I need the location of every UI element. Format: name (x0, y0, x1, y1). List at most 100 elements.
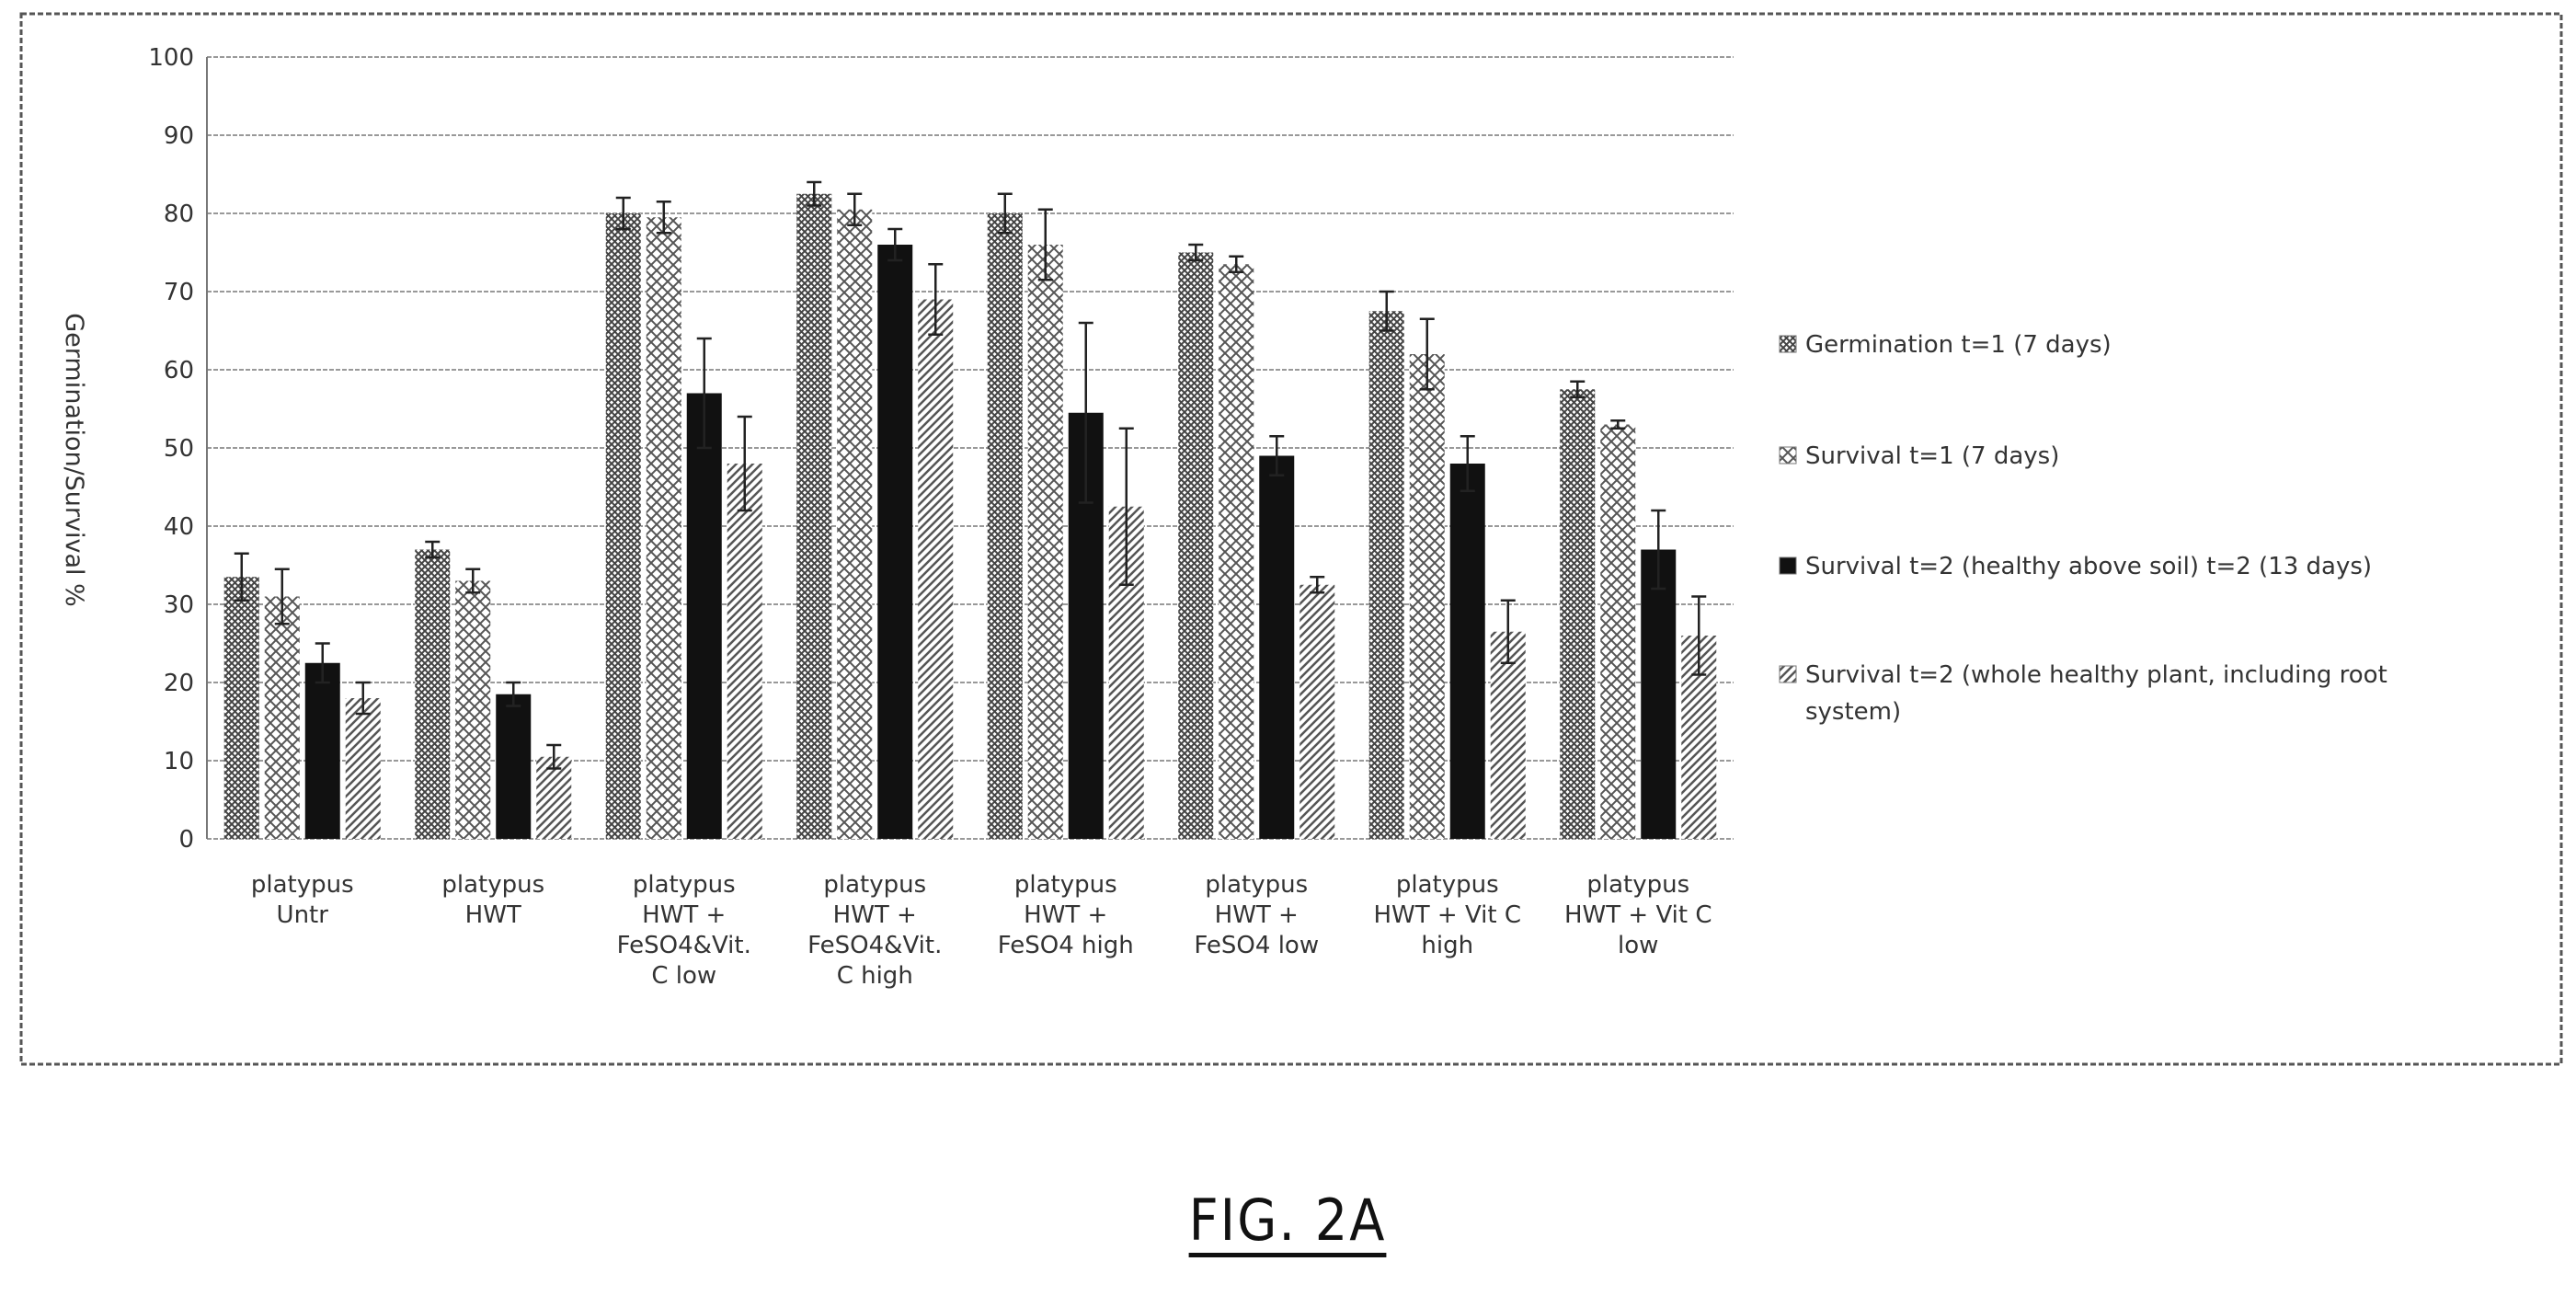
error-bars (234, 180, 1707, 770)
bar (415, 549, 451, 839)
category-label: platypus HWT + FeSO4 high (998, 871, 1134, 959)
category-label: platypus HWT (441, 871, 544, 929)
error-bar (1379, 290, 1394, 332)
error-bar (1229, 255, 1244, 273)
error-bar (1691, 595, 1707, 676)
bar (1259, 455, 1295, 839)
error-bar (1188, 243, 1204, 262)
category-label: platypus HWT + FeSO4 low (1194, 871, 1319, 959)
legend-item: Survival t=2 (whole healthy plant, inclu… (1779, 661, 2387, 726)
y-tick-label: 20 (164, 670, 194, 697)
error-bar (847, 192, 863, 226)
bar (304, 662, 340, 839)
legend-swatch (1779, 446, 1797, 464)
error-bar (1570, 380, 1586, 398)
bar (1219, 264, 1254, 839)
legend-swatch (1779, 556, 1797, 575)
error-bar (656, 201, 671, 235)
bar (877, 245, 913, 839)
bar (1178, 252, 1214, 839)
legend: Germination t=1 (7 days) Survival t=1 (7 … (1779, 331, 2387, 726)
y-tick-label: 70 (164, 279, 194, 306)
bar (264, 596, 300, 839)
error-bar (1310, 576, 1325, 594)
error-bar (696, 337, 712, 450)
bar (837, 209, 873, 839)
error-bar (546, 743, 562, 770)
error-bar (1269, 435, 1285, 476)
error-bar (807, 180, 822, 207)
bar (1490, 631, 1526, 839)
bar (345, 698, 381, 839)
y-tick-label: 10 (164, 748, 194, 775)
error-bar (997, 192, 1013, 235)
bar (496, 694, 532, 839)
bar (987, 213, 1023, 839)
category-label: platypus HWT + FeSO4&Vit. C high (807, 871, 942, 990)
y-tick-label: 90 (164, 122, 194, 150)
y-tick-label: 80 (164, 201, 194, 228)
legend-item: Germination t=1 (7 days) (1779, 331, 2112, 359)
bar (918, 299, 954, 839)
bar (1560, 389, 1596, 839)
category-label: platypus Untr (251, 871, 354, 929)
legend-swatch (1779, 335, 1797, 353)
bar (1600, 424, 1636, 839)
error-bar (928, 263, 944, 336)
error-bar (1078, 321, 1093, 504)
bar (1368, 311, 1404, 839)
bar (796, 193, 832, 839)
legend-item: Survival t=1 (7 days) (1779, 442, 2059, 470)
x-axis-categories: platypus Untr platypus HWT platypus HWT + FeSO… (251, 871, 1712, 990)
error-bar (234, 552, 249, 602)
bar (536, 756, 572, 839)
bar (1641, 549, 1677, 839)
bar (1409, 354, 1445, 839)
bar (1449, 464, 1485, 839)
y-tick-label: 50 (164, 435, 194, 463)
y-tick-label: 0 (178, 826, 194, 854)
bar (727, 464, 762, 839)
error-bar (465, 568, 481, 594)
y-axis-title: Germination/Survival % (60, 313, 88, 607)
error-bar (1651, 509, 1666, 591)
legend-label: Survival t=1 (7 days) (1805, 442, 2059, 470)
y-tick-label: 100 (148, 44, 194, 72)
error-bar (274, 568, 290, 625)
bar (455, 580, 491, 839)
error-bar (1419, 317, 1435, 391)
legend-item: Survival t=2 (healthy above soil) t=2 (1… (1779, 553, 2372, 580)
legend-label: Survival t=2 (healthy above soil) t=2 (1… (1805, 553, 2372, 580)
figure-caption: FIG. 2A (1188, 1187, 1387, 1254)
error-bar (887, 227, 903, 262)
y-tick-label: 60 (164, 357, 194, 384)
error-bar (1118, 427, 1134, 586)
legend-label: Germination t=1 (7 days) (1805, 331, 2112, 359)
error-bar (506, 681, 521, 707)
error-bar (1037, 208, 1053, 281)
error-bar (425, 540, 441, 559)
legend-swatch (1779, 665, 1797, 683)
y-axis-ticks: 0 10 20 30 40 50 60 70 80 90 100 (148, 44, 194, 854)
category-label: platypus HWT + FeSO4&Vit. C low (617, 871, 751, 990)
y-tick-label: 30 (164, 591, 194, 619)
bar (1299, 584, 1335, 839)
error-bar (1610, 419, 1626, 430)
error-bar (355, 681, 371, 716)
chart-frame (19, 12, 2563, 1066)
bar (605, 213, 641, 839)
y-tick-label: 40 (164, 513, 194, 541)
bars (223, 193, 1717, 839)
error-bar (615, 196, 631, 231)
error-bar (737, 415, 752, 512)
legend-label: Survival t=2 (whole healthy plant, inclu… (1805, 661, 2387, 726)
bar (223, 577, 259, 839)
error-bar (1500, 599, 1516, 664)
error-bar (315, 642, 330, 684)
error-bar (1460, 435, 1475, 492)
bar (1027, 245, 1063, 839)
bar (686, 393, 722, 839)
